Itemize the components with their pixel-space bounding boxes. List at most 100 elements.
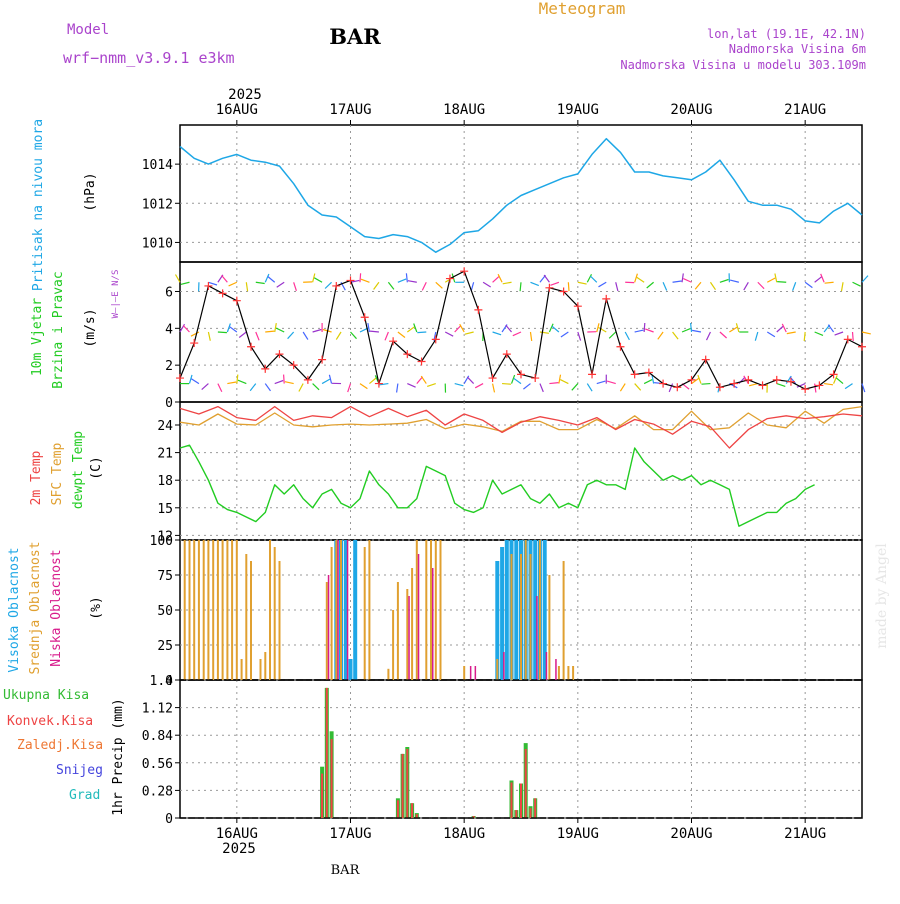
wind-arrow-2-114 <box>720 280 729 283</box>
conv-precip-bar-4 <box>402 754 404 818</box>
cloud-unit-label: (%) <box>89 596 104 619</box>
wind-gust-marker-43 <box>787 378 795 386</box>
wind-arrow-2-106 <box>682 273 683 282</box>
model-elevation-label: Nadmorska Visina u modelu 303.109m <box>620 58 866 72</box>
mid-cloud-bar-35 <box>440 540 442 680</box>
wind-arrow-0-40 <box>369 378 376 384</box>
wind-arrow-0-8 <box>218 384 222 392</box>
wind-gust-marker-12 <box>347 276 355 284</box>
precip-unit-label: 1hr Precip (mm) <box>111 698 126 815</box>
wind-gust-marker-14 <box>375 380 383 388</box>
conv-precip-bar-10 <box>515 810 517 818</box>
wind-arrow-1-2 <box>183 326 189 333</box>
wind-arrow-0-64 <box>475 384 483 388</box>
y-tick-label-1-2: 4 <box>165 322 173 337</box>
wind-arrow-1-6 <box>208 332 210 341</box>
wind-arrow-1-144 <box>862 332 871 334</box>
wind-compass-label: W–|–E N/S <box>111 270 121 319</box>
wind-arrow-0-6 <box>202 384 209 390</box>
wind-arrow-2-42 <box>374 282 379 289</box>
mid-cloud-bar-5 <box>207 540 209 680</box>
wind-arrow-2-120 <box>744 282 749 290</box>
wind-arrow-1-14 <box>239 332 246 338</box>
low-cloud-bar-6 <box>470 666 472 680</box>
wind-side-label-a: 10m Vjetar <box>30 298 45 376</box>
wind-arrow-1-42 <box>370 331 379 332</box>
top-day-label-2: 18AUG <box>443 102 485 118</box>
wind-arrow-1-46 <box>398 332 405 338</box>
wind-arrow-1-102 <box>658 332 663 339</box>
low-cloud-bar-0 <box>328 575 330 680</box>
y-tick-label-4-3: 0.84 <box>142 729 173 744</box>
mid-cloud-bar-27 <box>392 610 394 680</box>
wind-arrow-0-12 <box>237 375 238 384</box>
mid-cloud-bar-34 <box>435 540 437 680</box>
wind-arrow-2-44 <box>388 282 394 289</box>
high-cloud-bar-9 <box>514 540 518 680</box>
y-tick-label-1-3: 6 <box>165 285 173 300</box>
station-title: BAR <box>329 24 381 49</box>
wind-gust-marker-20 <box>460 267 468 275</box>
mid-cloud-bar-28 <box>397 582 399 680</box>
mid-cloud-bar-41 <box>530 554 532 680</box>
wind-arrow-0-66 <box>493 384 495 393</box>
mid-cloud-bar-4 <box>203 540 205 680</box>
precip-legend-snow: Snijeg <box>56 763 103 778</box>
mid-cloud-bar-36 <box>463 666 465 680</box>
dewpoint-line <box>180 445 815 526</box>
wind-arrow-0-18 <box>265 384 270 391</box>
wind-arrow-2-124 <box>767 278 775 282</box>
bottom-day-label-1: 17AUG <box>329 826 371 842</box>
wind-arrow-0-96 <box>635 384 641 391</box>
wind-arrow-1-94 <box>625 332 629 340</box>
mid-cloud-bar-23 <box>340 540 342 680</box>
conv-precip-bar-13 <box>530 808 532 818</box>
cloud-side-label-a: Visoka Oblacnost <box>7 547 22 672</box>
wind-arrow-1-92 <box>609 332 616 338</box>
wind-gust-marker-4 <box>233 297 241 305</box>
mid-cloud-bar-38 <box>511 554 513 680</box>
mid-cloud-bar-3 <box>198 540 200 680</box>
wind-arrow-2-10 <box>222 275 228 282</box>
low-cloud-bar-4 <box>418 554 420 680</box>
wind-arrow-0-80 <box>559 375 561 384</box>
panel-frame-0 <box>180 125 862 262</box>
wind-gust-marker-44 <box>801 385 809 393</box>
wind-arrow-1-74 <box>530 332 531 341</box>
wind-arrow-0-98 <box>644 380 652 384</box>
wind-arrow-1-126 <box>777 326 784 332</box>
wind-arrow-2-138 <box>825 282 834 283</box>
wind-arrow-2-64 <box>483 282 491 287</box>
wind-arrow-1-28 <box>313 330 322 333</box>
wind-arrow-0-54 <box>427 384 436 387</box>
high-cloud-bar-4 <box>353 540 357 680</box>
precip-legend-total: Ukupna Kisa <box>3 688 89 703</box>
mid-cloud-bar-37 <box>496 659 498 680</box>
wind-gust-marker-25 <box>531 374 539 382</box>
wind-arrow-2-104 <box>673 281 682 282</box>
low-cloud-bar-11 <box>555 659 557 680</box>
wind-arrow-0-126 <box>777 384 786 387</box>
wind-arrow-2-20 <box>268 277 275 283</box>
wind-arrow-1-100 <box>645 329 653 332</box>
wind-arrow-0-14 <box>238 380 246 383</box>
wind-arrow-0-92 <box>607 381 616 383</box>
mid-cloud-bar-0 <box>184 540 186 680</box>
temp-unit-label: (C) <box>89 456 104 479</box>
mid-cloud-bar-19 <box>279 561 281 680</box>
wind-arrow-1-84 <box>578 332 581 341</box>
wind-arrow-0-136 <box>824 384 833 385</box>
wind-arrow-1-44 <box>385 332 388 340</box>
wind-arrow-1-96 <box>635 330 644 332</box>
wind-arrow-2-98 <box>637 277 644 282</box>
mid-cloud-bar-13 <box>245 554 247 680</box>
wind-arrow-2-90 <box>599 282 607 287</box>
wind-arrow-2-52 <box>422 282 426 290</box>
y-tick-label-2-4: 24 <box>157 419 173 434</box>
wind-arrow-1-34 <box>336 332 341 340</box>
wind-arrow-1-36 <box>351 332 357 339</box>
wind-arrow-0-10 <box>227 382 236 384</box>
low-cloud-bar-2 <box>347 540 349 680</box>
mid-cloud-bar-15 <box>260 659 262 680</box>
